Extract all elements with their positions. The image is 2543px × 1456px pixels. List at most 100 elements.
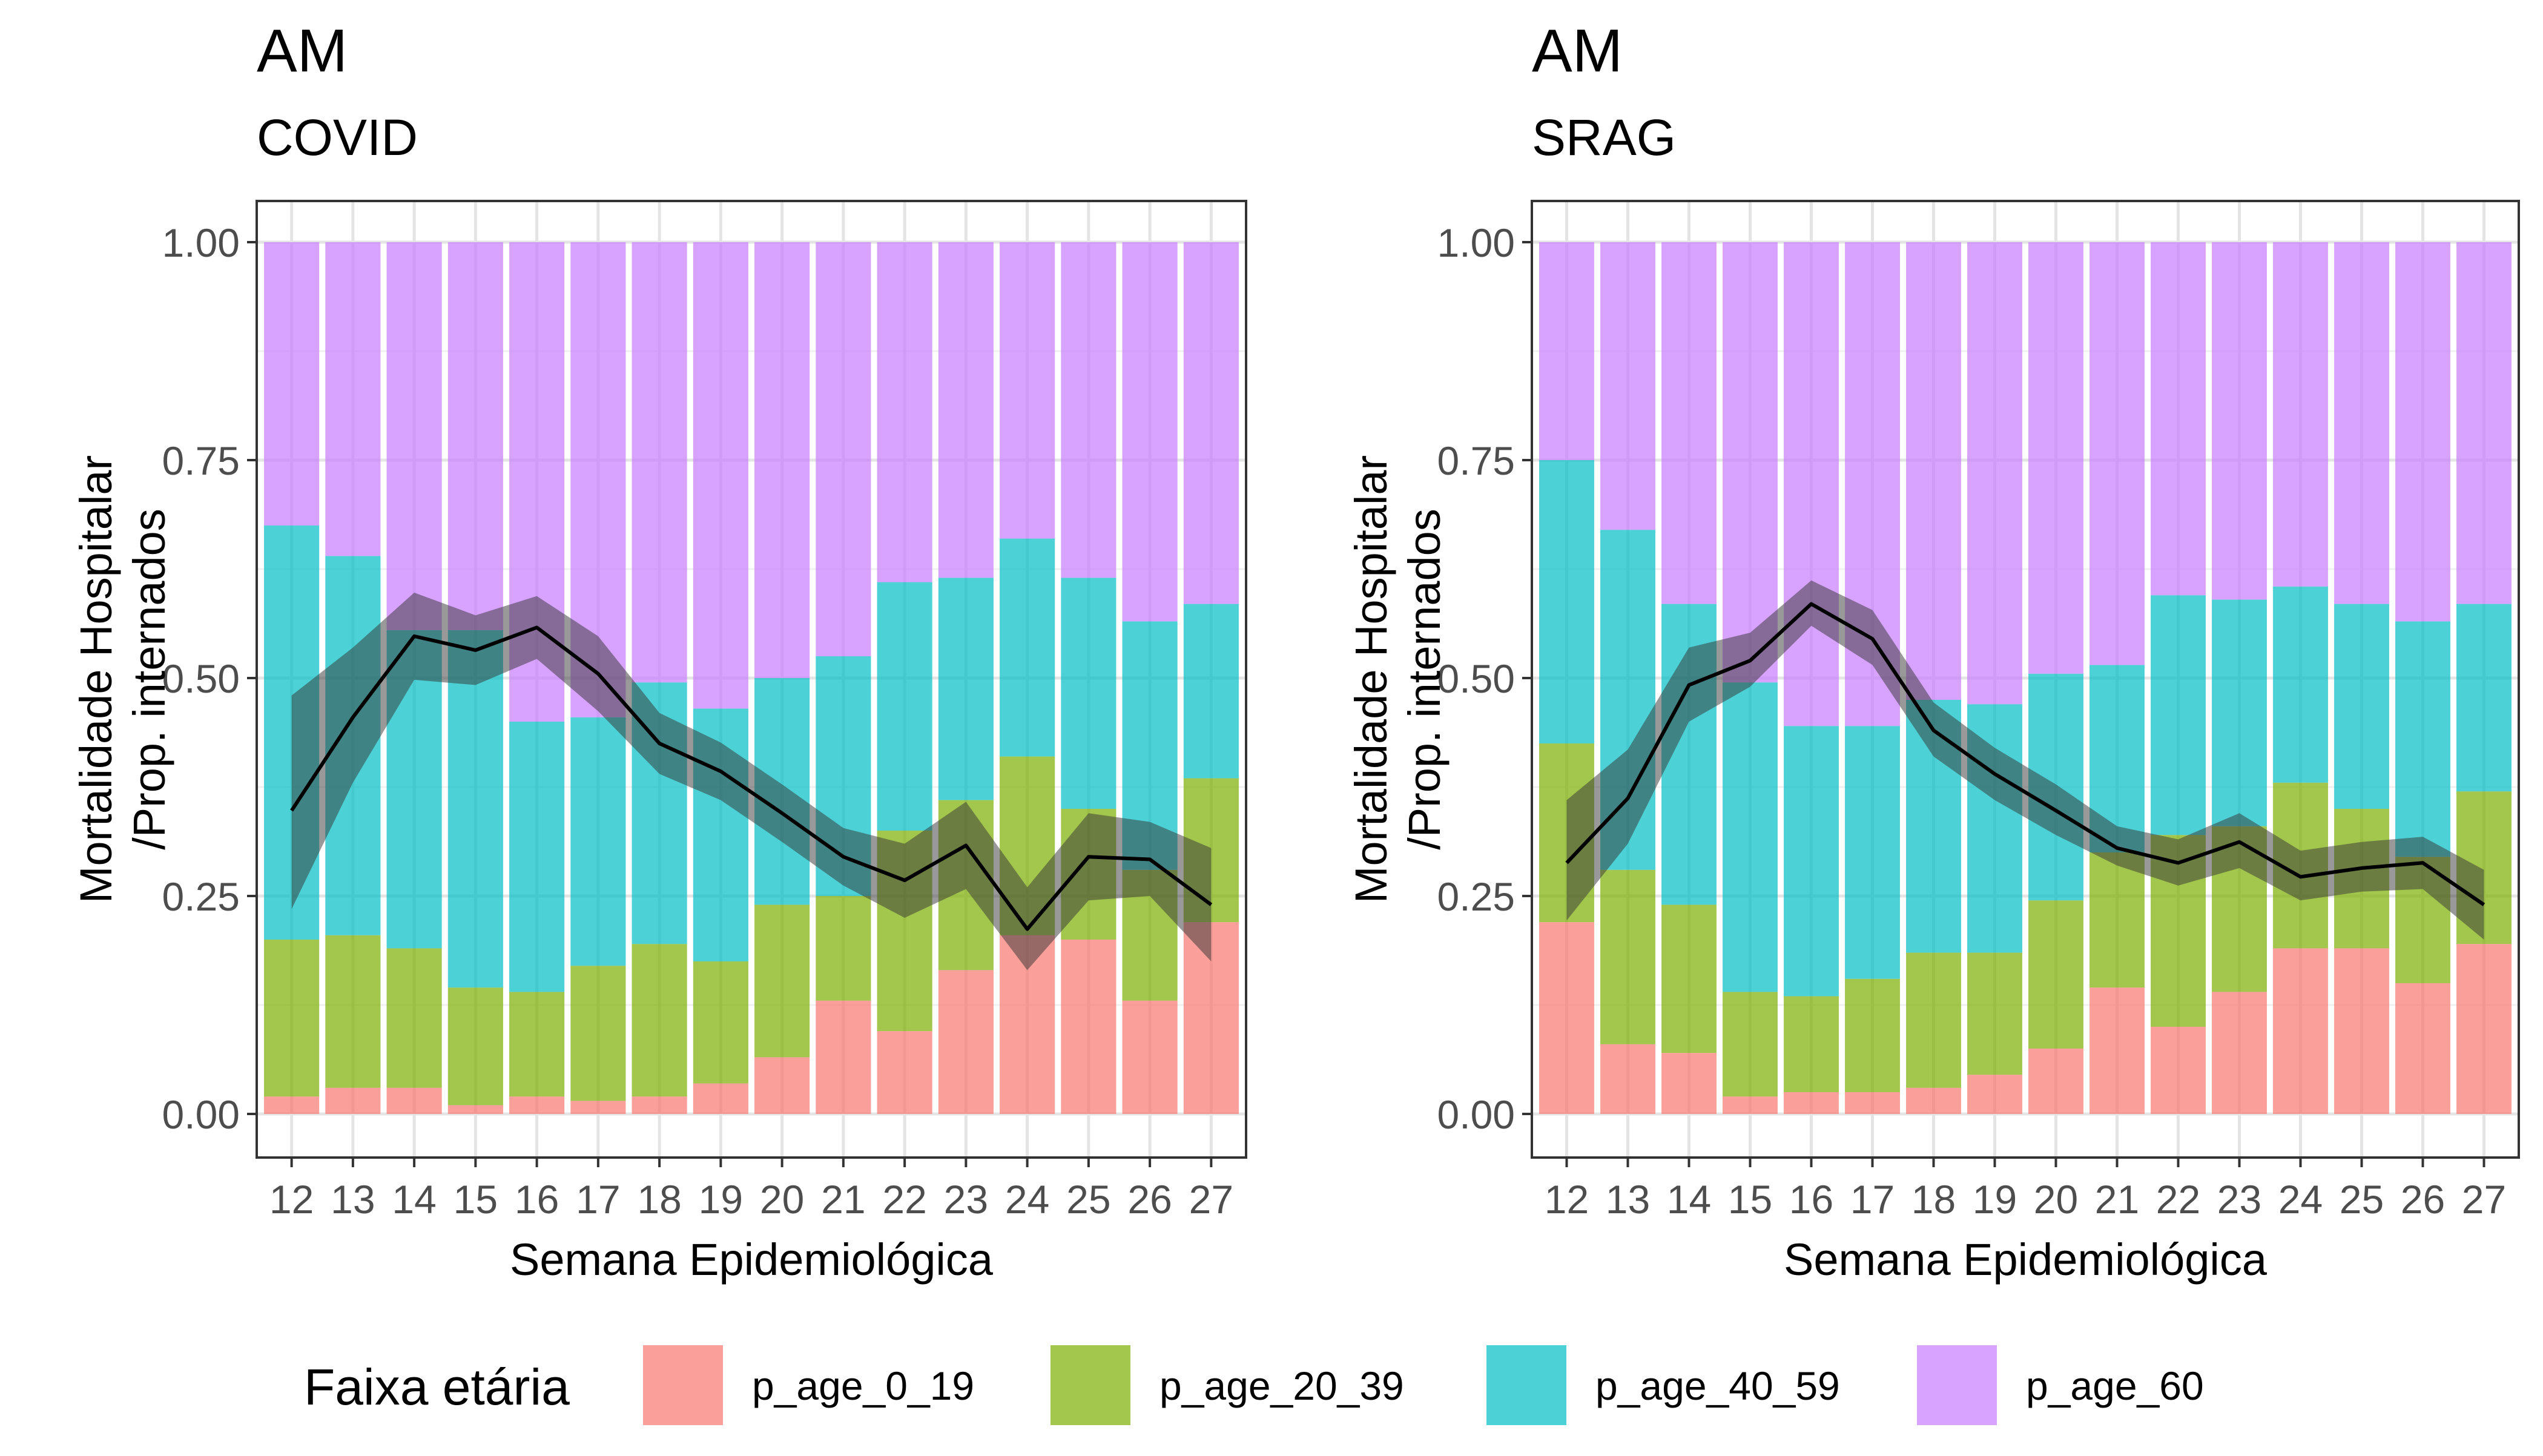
x-tick-label: 21 bbox=[2095, 1177, 2139, 1222]
bar-p_age_40_59-w27 bbox=[2456, 604, 2512, 792]
bar-p_age_0_19-w21 bbox=[2089, 987, 2145, 1114]
bar-p_age_40_59-w25 bbox=[1061, 578, 1116, 809]
legend-key-p_age_40_59 bbox=[1486, 1345, 1566, 1425]
bar-p_age_60-w19 bbox=[693, 242, 748, 709]
legend-key-p_age_0_19 bbox=[643, 1345, 723, 1425]
panel-subtitle: COVID bbox=[257, 109, 418, 166]
bar-p_age_60-w16 bbox=[1784, 242, 1839, 726]
bar-p_age_40_59-w15 bbox=[1723, 682, 1778, 992]
x-tick-label: 16 bbox=[1789, 1177, 1833, 1222]
bar-p_age_40_59-w22 bbox=[2151, 595, 2206, 835]
bar-p_age_20_39-w14 bbox=[386, 948, 442, 1088]
bar-p_age_20_39-w14 bbox=[1661, 904, 1717, 1053]
bar-p_age_60-w27 bbox=[1183, 242, 1239, 604]
x-axis-title: Semana Epidemiológica bbox=[510, 1234, 994, 1285]
bar-p_age_0_19-w16 bbox=[509, 1096, 565, 1114]
bar-p_age_60-w21 bbox=[2089, 242, 2145, 665]
bar-p_age_0_19-w27 bbox=[2456, 944, 2512, 1114]
bar-p_age_0_19-w21 bbox=[816, 1000, 871, 1114]
bar-p_age_60-w18 bbox=[632, 242, 687, 683]
x-axis-title: Semana Epidemiológica bbox=[1784, 1234, 2268, 1285]
bar-p_age_40_59-w23 bbox=[2212, 599, 2267, 826]
x-tick-label: 27 bbox=[1189, 1177, 1233, 1222]
bar-p_age_20_39-w17 bbox=[1845, 978, 1900, 1092]
bar-p_age_20_39-w20 bbox=[754, 904, 810, 1058]
bar-p_age_20_39-w16 bbox=[1784, 996, 1839, 1092]
x-tick-label: 22 bbox=[882, 1177, 926, 1222]
bar-p_age_0_19-w22 bbox=[2151, 1027, 2206, 1114]
bar-p_age_60-w25 bbox=[2334, 242, 2389, 604]
x-tick-label: 22 bbox=[2156, 1177, 2200, 1222]
bar-p_age_40_59-w24 bbox=[2273, 586, 2328, 783]
x-tick-label: 18 bbox=[637, 1177, 681, 1222]
bar-p_age_0_19-w14 bbox=[386, 1087, 442, 1114]
bar-p_age_20_39-w15 bbox=[1723, 992, 1778, 1097]
panel-covid: AM COVID 0.00 0.25 0.50 0.75 1.00 12 13 14 15 16 17 1… bbox=[71, 17, 1247, 1285]
bar-p_age_40_59-w24 bbox=[1000, 538, 1055, 757]
legend-label: p_age_20_39 bbox=[1159, 1363, 1404, 1408]
bar-p_age_20_39-w18 bbox=[1906, 952, 1961, 1088]
bar-p_age_60-w26 bbox=[2395, 242, 2450, 622]
bar-p_age_0_19-w25 bbox=[1061, 940, 1116, 1114]
bar-p_age_0_19-w13 bbox=[1600, 1044, 1655, 1114]
bar-p_age_0_19-w14 bbox=[1661, 1053, 1717, 1114]
bar-p_age_60-w27 bbox=[2456, 242, 2512, 604]
bar-p_age_20_39-w21 bbox=[816, 896, 871, 1001]
bar-p_age_60-w26 bbox=[1122, 242, 1178, 622]
bar-p_age_0_19-w19 bbox=[693, 1083, 748, 1114]
bar-p_age_0_19-w17 bbox=[570, 1101, 626, 1114]
panel-title: AM bbox=[1532, 17, 1623, 85]
x-tick-label: 15 bbox=[454, 1177, 498, 1222]
bar-p_age_20_39-w15 bbox=[447, 987, 503, 1105]
bar-p_age_0_19-w22 bbox=[877, 1031, 932, 1114]
bar-p_age_40_59-w12 bbox=[1539, 460, 1594, 743]
x-tick-label: 24 bbox=[2278, 1177, 2323, 1222]
bar-p_age_60-w22 bbox=[877, 242, 932, 582]
x-tick-label: 23 bbox=[2217, 1177, 2261, 1222]
y-tick-label: 0.50 bbox=[1437, 656, 1515, 701]
x-tick-label: 16 bbox=[515, 1177, 559, 1222]
bar-p_age_60-w18 bbox=[1906, 242, 1961, 700]
bar-p_age_20_39-w19 bbox=[693, 961, 748, 1084]
bar-p_age_40_59-w16 bbox=[1784, 726, 1839, 996]
bar-p_age_60-w15 bbox=[447, 242, 503, 630]
bar-p_age_60-w19 bbox=[1967, 242, 2022, 705]
bar-p_age_40_59-w23 bbox=[938, 578, 994, 800]
bar-p_age_0_19-w17 bbox=[1845, 1092, 1900, 1114]
bar-p_age_20_39-w20 bbox=[2028, 900, 2083, 1049]
bar-p_age_0_19-w20 bbox=[754, 1057, 810, 1114]
x-tick-label: 24 bbox=[1005, 1177, 1049, 1222]
bar-p_age_40_59-w25 bbox=[2334, 604, 2389, 809]
y-tick-label: 0.75 bbox=[162, 438, 240, 483]
bar-p_age_20_39-w13 bbox=[325, 935, 381, 1088]
legend-title: Faixa etária bbox=[304, 1359, 570, 1415]
bar-p_age_60-w25 bbox=[1061, 242, 1116, 578]
panel-srag: AM SRAG 0.00 0.25 0.50 0.75 1.00 12 13 14 15 16 17 18… bbox=[1346, 17, 2520, 1285]
y-tick-label: 0.50 bbox=[162, 656, 240, 701]
bar-p_age_0_19-w13 bbox=[325, 1087, 381, 1114]
bar-p_age_40_59-w27 bbox=[1183, 604, 1239, 779]
y-tick-label: 0.25 bbox=[1437, 874, 1515, 919]
bar-p_age_60-w14 bbox=[386, 242, 442, 630]
x-tick-label: 21 bbox=[821, 1177, 865, 1222]
bar-p_age_0_19-w15 bbox=[447, 1105, 503, 1114]
bar-p_age_40_59-w26 bbox=[2395, 621, 2450, 857]
mortality-line bbox=[1565, 602, 2485, 906]
bar-p_age_20_39-w21 bbox=[2089, 852, 2145, 988]
bar-p_age_0_19-w26 bbox=[2395, 983, 2450, 1114]
bar-p_age_60-w14 bbox=[1661, 242, 1717, 604]
x-tick-label: 26 bbox=[2401, 1177, 2445, 1222]
x-tick-label: 17 bbox=[576, 1177, 620, 1222]
bar-p_age_0_19-w12 bbox=[1539, 922, 1594, 1114]
bar-p_age_60-w20 bbox=[754, 242, 810, 678]
bar-p_age_0_19-w15 bbox=[1723, 1096, 1778, 1114]
x-tick-label: 20 bbox=[2034, 1177, 2078, 1222]
bar-p_age_60-w23 bbox=[938, 242, 994, 578]
bar-p_age_0_19-w18 bbox=[632, 1096, 687, 1114]
bar-p_age_0_19-w12 bbox=[264, 1096, 320, 1114]
x-tick-label: 15 bbox=[1728, 1177, 1772, 1222]
legend-label: p_age_60 bbox=[2026, 1363, 2204, 1408]
bar-p_age_40_59-w15 bbox=[447, 630, 503, 988]
bar-p_age_0_19-w24 bbox=[2273, 948, 2328, 1114]
